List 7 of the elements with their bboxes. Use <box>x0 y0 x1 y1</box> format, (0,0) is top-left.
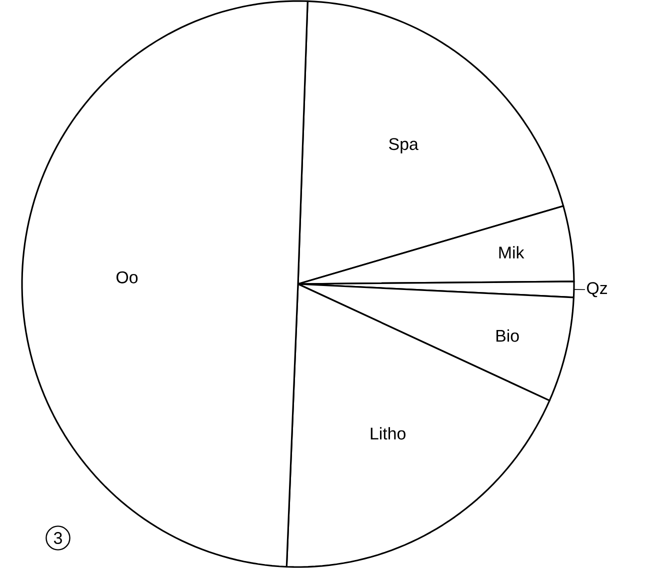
slice-label: Qz <box>586 282 607 298</box>
slice-label: Oo <box>116 271 138 284</box>
slice-label: Spa <box>389 138 418 154</box>
slice-label: Mik <box>499 246 524 258</box>
text: 3 <box>54 532 62 544</box>
slice-label: Litho <box>370 427 406 440</box>
slice-label: Bio <box>496 329 519 342</box>
